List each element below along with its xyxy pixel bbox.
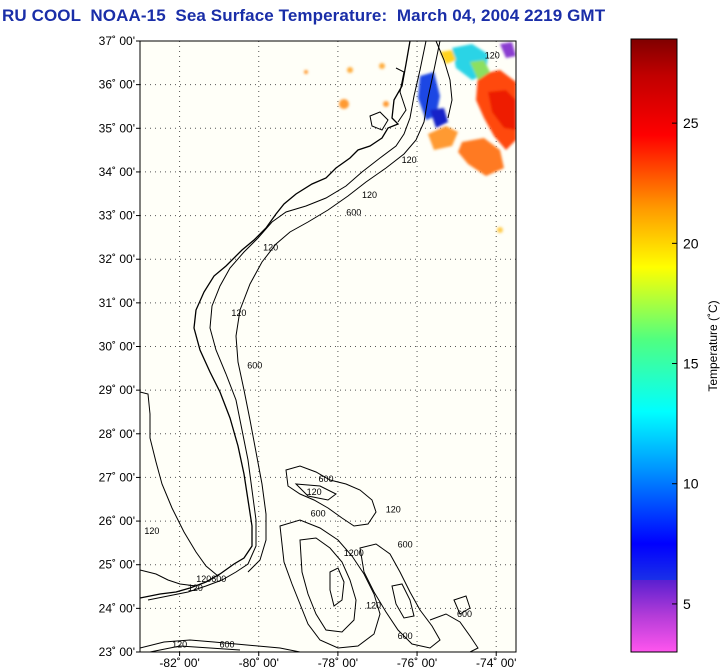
sst-patch-offshore-6 (304, 70, 308, 74)
lat-tick-label: 32˚ 00' (99, 252, 135, 266)
contour-label: 120 (362, 190, 377, 200)
bahamas-little-bank (285, 465, 377, 527)
contour-label: 600 (346, 208, 361, 218)
lat-tick-label: 23˚ 00' (99, 645, 135, 659)
contour-label: 120 (144, 526, 159, 536)
lon-tick-label: -82˚ 00' (159, 656, 199, 670)
cuba-shelf-contour (149, 645, 241, 652)
contour-label: 120 (402, 155, 417, 165)
sst-patch-offshore-2 (347, 67, 353, 73)
latitude-labels: 23˚ 00' 24˚ 00' 25˚ 00' 26˚ 00' 27˚ 00' 28˚ 0… (99, 34, 135, 659)
contour-label: 600 (319, 474, 334, 484)
lat-tick-label: 26˚ 00' (99, 514, 135, 528)
lat-tick-label: 27˚ 00' (99, 470, 135, 484)
lat-tick-label: 36˚ 00' (99, 78, 135, 92)
bahamas-island-1 (329, 567, 345, 607)
colorbar-tick-label: 15 (683, 356, 699, 372)
sst-patch-offshore-4 (383, 101, 389, 107)
sst-patch-blue (418, 72, 440, 120)
contour-label: 600 (220, 640, 235, 650)
contour-120-us (147, 41, 427, 601)
lat-tick-label: 31˚ 00' (99, 296, 135, 310)
contour-label: 120 (386, 504, 401, 514)
florida-gulf-coast (140, 391, 219, 577)
sst-patches (304, 42, 516, 233)
contour-label: 120 (485, 50, 500, 60)
lat-tick-label: 28˚ 00' (99, 427, 135, 441)
contour-label: 120 (231, 308, 246, 318)
contour-label: 120 (307, 487, 322, 497)
contour-label: 120 (366, 600, 381, 610)
lon-tick-label: -78˚ 00' (318, 656, 358, 670)
lat-tick-label: 25˚ 00' (99, 558, 135, 572)
keys-contour (140, 569, 197, 587)
contour-600-us (235, 41, 441, 573)
lat-tick-label: 29˚ 00' (99, 383, 135, 397)
lat-tick-label: 30˚ 00' (99, 340, 135, 354)
sst-patch-orange-small (428, 126, 458, 150)
contour-label: 600 (398, 631, 413, 641)
lat-tick-label: 35˚ 00' (99, 121, 135, 135)
sst-patch-purple (500, 42, 516, 58)
us-east-coastline (140, 41, 411, 599)
small-island-east (453, 595, 471, 615)
colorbar (630, 38, 678, 653)
bahamas-great-bank (279, 519, 381, 649)
contour-label: 120600 (196, 574, 226, 584)
sst-patch-yellow (440, 50, 456, 64)
sst-patch-red-core (488, 90, 516, 130)
lat-tick-label: 33˚ 00' (99, 209, 135, 223)
sst-patch-offshore-3 (379, 63, 385, 69)
contour-label: 1200 (344, 548, 364, 558)
bahamas-island-3 (294, 483, 337, 501)
figure-title: RU COOL NOAA-15 Sea Surface Temperature:… (2, 6, 606, 25)
coastlines-and-contours (140, 41, 479, 652)
contour-label: 120 (263, 242, 278, 252)
cuba-north-contour (140, 639, 301, 652)
bahamas-inner-contour (299, 537, 357, 633)
map-panel (140, 41, 516, 652)
sst-patch-offshore-1 (339, 99, 349, 109)
contour-label: 600 (398, 539, 413, 549)
lat-tick-label: 24˚ 00' (99, 601, 135, 615)
outer-banks-detail (395, 67, 407, 123)
colorbar-tick-label: 5 (683, 596, 691, 612)
sst-patch-offshore-5 (497, 227, 503, 233)
sst-patch-deepblue (430, 108, 448, 128)
graticule (136, 40, 516, 656)
sst-patch-orange-se (458, 138, 504, 176)
contour-label: 120 (188, 583, 203, 593)
map-frame (139, 40, 517, 653)
contour-label: 120 (172, 640, 187, 650)
colorbar-tick-label: 25 (683, 115, 699, 131)
coast-inlet-detail (369, 111, 389, 131)
colorbar-tick-label: 20 (683, 235, 699, 251)
contour-label: 600 (247, 360, 262, 370)
sst-patch-green (470, 60, 490, 80)
ne-corner-contour (435, 41, 453, 119)
bahamas-island-2 (391, 583, 415, 619)
southeast-bank-contour (429, 613, 479, 652)
bahamas-east-bank (359, 543, 441, 649)
lon-tick-label: -74˚ 00' (476, 656, 516, 670)
contour-label: 600 (311, 509, 326, 519)
lat-tick-label: 37˚ 00' (99, 34, 135, 48)
contour-label: 600 (457, 609, 472, 619)
longitude-labels: -82˚ 00' -80˚ 00' -78˚ 00' -76˚ 00' -74˚ 00' (159, 656, 516, 670)
colorbar-tick-label: 10 (683, 476, 699, 492)
lat-tick-label: 34˚ 00' (99, 165, 135, 179)
colorbar-label: Temperature (˚C) (706, 300, 720, 391)
lon-tick-label: -80˚ 00' (239, 656, 279, 670)
colorbar-ticks: 5 10 15 20 25 (672, 115, 699, 612)
lon-tick-label: -76˚ 00' (397, 656, 437, 670)
